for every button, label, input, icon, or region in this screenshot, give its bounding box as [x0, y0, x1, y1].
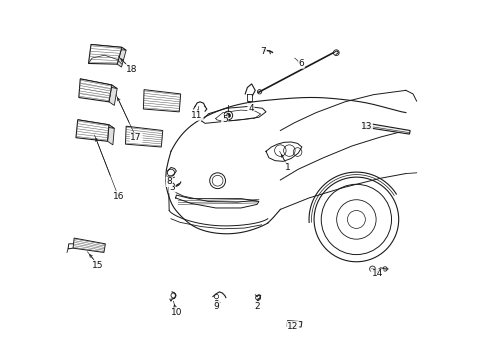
Text: 14: 14 [371, 269, 382, 278]
Polygon shape [73, 238, 105, 252]
Polygon shape [76, 120, 109, 141]
Text: 8: 8 [166, 177, 172, 186]
Polygon shape [143, 90, 180, 112]
Polygon shape [362, 123, 409, 134]
Text: 9: 9 [213, 302, 219, 311]
Polygon shape [117, 47, 126, 67]
Text: 16: 16 [112, 192, 124, 201]
Text: 11: 11 [191, 111, 203, 120]
Polygon shape [88, 44, 122, 64]
Text: 17: 17 [130, 133, 142, 142]
Polygon shape [286, 320, 301, 327]
Text: 4: 4 [247, 104, 253, 113]
Polygon shape [91, 44, 126, 50]
Polygon shape [79, 79, 112, 102]
Polygon shape [80, 79, 117, 89]
Polygon shape [109, 85, 117, 105]
Text: 6: 6 [298, 59, 304, 68]
Circle shape [226, 113, 230, 118]
Text: 15: 15 [92, 261, 104, 270]
Text: 18: 18 [125, 65, 137, 74]
Text: 13: 13 [360, 122, 371, 131]
Text: 12: 12 [286, 322, 298, 331]
Polygon shape [107, 125, 114, 145]
Text: 1: 1 [285, 163, 290, 172]
Text: 10: 10 [170, 308, 182, 317]
Polygon shape [125, 126, 163, 147]
Text: 7: 7 [260, 47, 265, 56]
Text: 5: 5 [222, 115, 227, 124]
Polygon shape [78, 120, 114, 129]
Text: 2: 2 [254, 302, 259, 311]
Text: 3: 3 [169, 183, 175, 192]
